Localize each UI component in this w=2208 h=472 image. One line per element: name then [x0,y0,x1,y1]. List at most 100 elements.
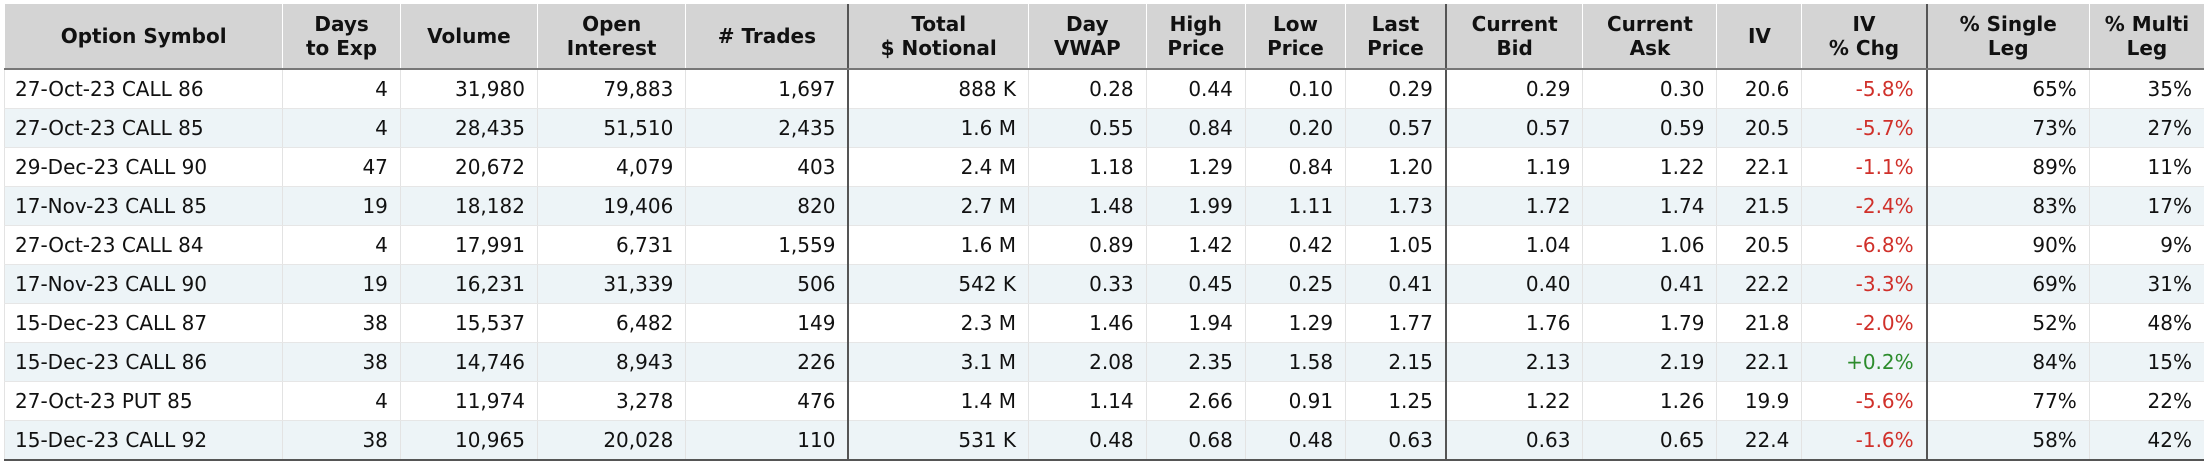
column-header-text: to Exp [305,36,378,60]
table-cell: 0.57 [1345,108,1447,148]
column-header[interactable]: IV [1716,4,1802,70]
table-cell: 84% [1926,342,2090,382]
column-header-text: Option Symbol [60,24,227,48]
table-row[interactable]: 29-Dec-23 CALL 90 47 20,672 4,079 403 2.4 M 1.… [3,147,2204,187]
column-header[interactable]: Last Price [1345,4,1447,70]
column-header[interactable]: Volume [399,4,538,70]
table-cell: 8,943 [536,342,686,382]
option-symbol-cell: 15-Dec-23 CALL 87 [3,303,283,343]
table-cell: 19 [282,186,401,226]
table-cell: 65% [1926,69,2090,109]
table-cell: 20.5 [1716,225,1802,265]
table-cell: 20,672 [399,147,538,187]
table-cell: 0.65 [1582,420,1717,461]
table-cell: -2.4% [1801,186,1928,226]
table-cell: 20.6 [1716,69,1802,109]
table-cell: 17,991 [399,225,538,265]
column-header-text: % Multi [2104,12,2190,36]
option-symbol-cell: 27-Oct-23 CALL 84 [3,225,283,265]
table-cell: 0.29 [1445,69,1583,109]
table-cell: 9% [2088,225,2204,265]
column-header[interactable]: IV% Chg [1801,4,1928,70]
column-header-text: Price [1167,36,1225,60]
column-header[interactable]: % Single Leg [1926,4,2090,70]
table-cell: 69% [1926,264,2090,304]
table-row[interactable]: 27-Oct-23 CALL 85 4 28,435 51,510 2,435 1.6 M… [3,108,2204,148]
table-cell: 0.89 [1028,225,1147,265]
table-cell: 1.05 [1345,225,1447,265]
table-cell: 1.19 [1445,147,1583,187]
table-cell: 6,482 [536,303,686,343]
column-header-text: Leg [2126,36,2168,60]
table-cell: 226 [685,342,850,382]
column-header[interactable]: Low Price [1244,4,1346,70]
column-header-text: IV [1852,12,1876,36]
table-cell: 1.25 [1345,381,1447,421]
table-cell: 3.1 M [847,342,1029,382]
table-cell: 0.68 [1145,420,1246,461]
option-symbol-cell: 17-Nov-23 CALL 90 [3,264,283,304]
table-cell: -2.0% [1801,303,1928,343]
table-cell: 38 [282,303,401,343]
table-row[interactable]: 15-Dec-23 CALL 87 38 15,537 6,482 149 2.3 M 1.… [3,303,2204,343]
column-header-text: Days [314,12,369,36]
table-cell: 0.63 [1345,420,1447,461]
column-header[interactable]: % Multi Leg [2088,4,2204,70]
table-cell: 2,435 [685,108,850,148]
column-header-text: Day [1066,12,1109,36]
column-header[interactable]: Current Bid [1445,4,1583,70]
table-cell: 11,974 [399,381,538,421]
table-row[interactable]: 15-Dec-23 CALL 86 38 14,746 8,943 226 3.1 M 2.… [3,342,2204,382]
table-cell: 79,883 [536,69,686,109]
column-header-text: Low [1273,12,1318,36]
table-cell: 0.41 [1582,264,1717,304]
column-header[interactable]: Total $ Notional [847,4,1029,70]
table-cell: 2.35 [1145,342,1246,382]
table-cell: 11% [2088,147,2204,187]
column-header-text: Volume [427,24,511,48]
table-cell: 15% [2088,342,2204,382]
column-header[interactable]: High Price [1145,4,1246,70]
table-cell: 1.14 [1028,381,1147,421]
table-cell: 0.20 [1244,108,1346,148]
table-cell: 21.5 [1716,186,1802,226]
column-header-text: Price [1367,36,1424,60]
table-cell: 1.48 [1028,186,1147,226]
column-header[interactable]: Current Ask [1582,4,1717,70]
table-cell: 22.1 [1716,147,1802,187]
table-cell: 47 [282,147,401,187]
table-cell: 20.5 [1716,108,1802,148]
table-cell: 506 [685,264,850,304]
table-cell: 2.13 [1445,342,1583,382]
column-header-text: Open [582,12,642,36]
table-cell: -5.8% [1801,69,1928,109]
column-header[interactable]: Days to Exp [282,4,401,70]
column-header[interactable]: Open Interest [536,4,686,70]
table-row[interactable]: 27-Oct-23 PUT 85 4 11,974 3,278 476 1.4 M 1.14… [3,381,2204,421]
column-header-text: High [1169,12,1222,36]
column-header[interactable]: # Trades [685,4,850,70]
table-cell: 0.59 [1582,108,1717,148]
table-cell: 1.18 [1028,147,1147,187]
column-header-text: # Trades [717,24,817,48]
table-cell: 17% [2088,186,2204,226]
table-cell: 28,435 [399,108,538,148]
column-header[interactable]: Day VWAP [1028,4,1147,70]
option-symbol-cell: 15-Dec-23 CALL 86 [3,342,283,382]
table-cell: 2.3 M [847,303,1029,343]
table-cell: 22.2 [1716,264,1802,304]
table-cell: 52% [1926,303,2090,343]
column-header[interactable]: Option Symbol [3,4,283,70]
column-header-text: Ask [1629,36,1671,60]
table-cell: 1.26 [1582,381,1717,421]
table-cell: 48% [2088,303,2204,343]
table-cell: 2.19 [1582,342,1717,382]
table-cell: 0.84 [1145,108,1246,148]
table-row[interactable]: 27-Oct-23 CALL 86 4 31,980 79,883 1,697 888 K… [3,69,2204,109]
table-cell: 2.15 [1345,342,1447,382]
table-cell: 73% [1926,108,2090,148]
